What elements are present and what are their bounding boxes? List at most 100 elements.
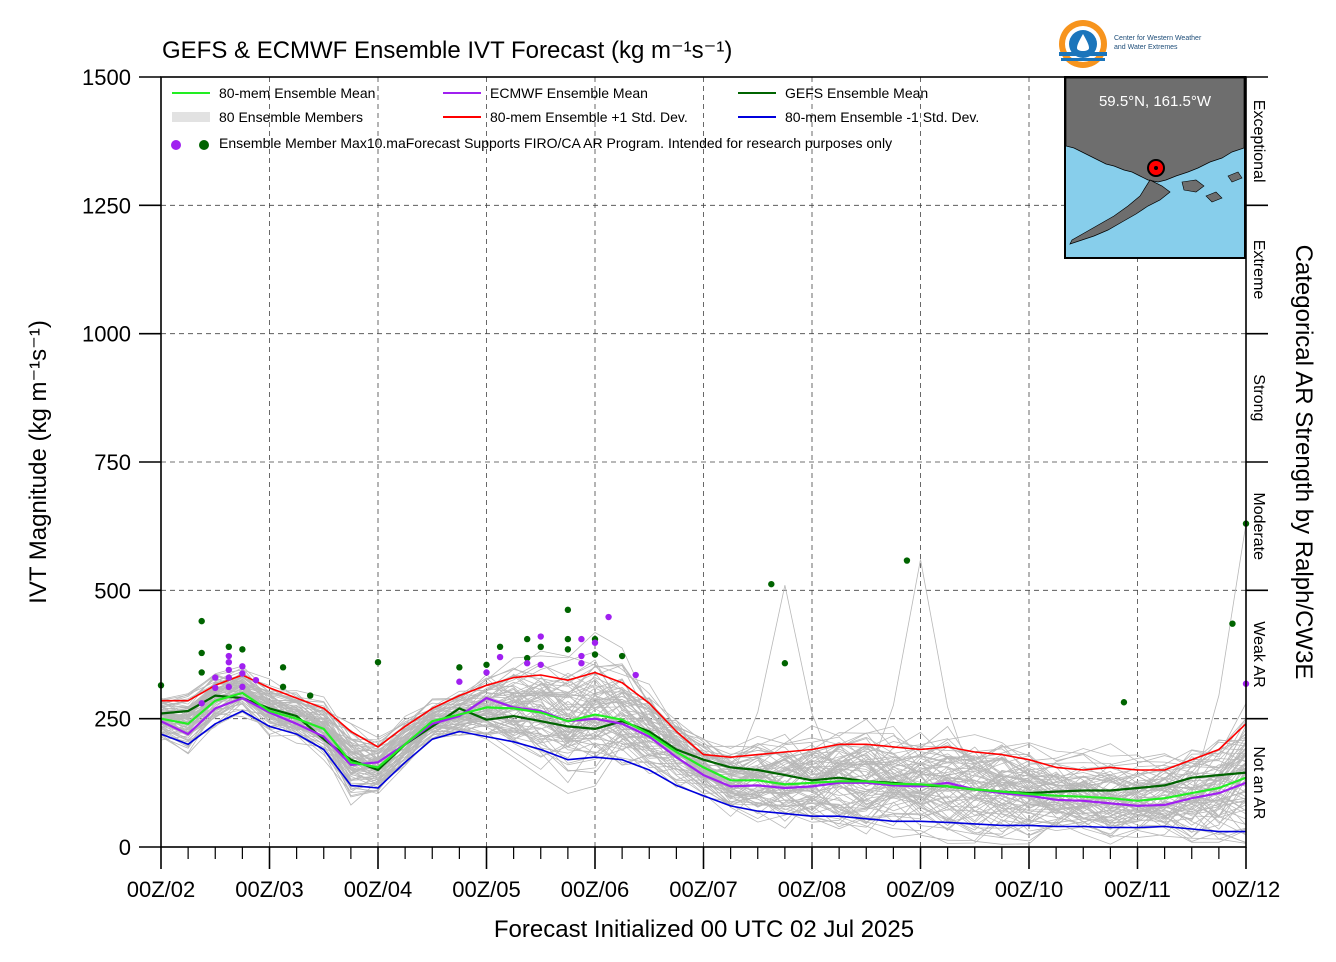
member-max-label: Ensemble Member Max xyxy=(219,135,367,151)
member-max-dot xyxy=(903,557,911,564)
member-max-dot xyxy=(252,676,260,684)
x-axis-title: Forecast Initialized 00 UTC 02 Jul 2025 xyxy=(494,916,914,943)
member-max-dot xyxy=(523,660,531,667)
y-tick-label: 250 xyxy=(94,707,131,732)
ar-category-axis: Not an AR Weak AR Moderate Strong Extreme Exc… xyxy=(1246,76,1268,819)
x-tick-label: 00Z/11 xyxy=(1104,877,1171,902)
legend-swatch-members xyxy=(172,112,210,122)
legend-label-members: 80 Ensemble Members xyxy=(219,109,363,125)
member-max-dot xyxy=(537,633,544,640)
member-max-dot xyxy=(483,661,490,668)
legend-label-gefs-mean: GEFS Ensemble Mean xyxy=(785,85,928,101)
legend-label-member-max: Ensemble Member Max10.maForecast Support… xyxy=(219,135,892,151)
x-tick-label: 00Z/04 xyxy=(344,877,413,902)
member-max-dot xyxy=(523,635,531,643)
x-tick-label: 00Z/02 xyxy=(127,877,196,902)
y-tick-label: 1250 xyxy=(82,193,131,218)
ensemble-member-line xyxy=(160,679,1247,781)
member-max-dot xyxy=(456,664,463,671)
member-max-dot xyxy=(591,639,599,646)
series-line-80-mem-ensemble-1-std-dev- xyxy=(160,710,1246,833)
inset-map-label: 59.5°N, 161.5°W xyxy=(1099,93,1212,110)
member-max-dot xyxy=(632,671,639,679)
x-tick-label: 00Z/12 xyxy=(1212,877,1281,902)
right-axis-title: Categorical AR Strength by Ralph/CW3E xyxy=(1290,245,1317,680)
member-max-dot xyxy=(198,669,205,676)
member-max-dot xyxy=(768,580,775,588)
y-tick-label: 750 xyxy=(94,450,131,475)
inset-map-land xyxy=(1065,77,1245,183)
category-label: Exceptional xyxy=(1250,100,1267,183)
x-tick-label: 00Z/10 xyxy=(995,877,1064,902)
member-max-dot xyxy=(456,678,463,685)
member-max-dot xyxy=(212,674,219,681)
member-max-dot xyxy=(564,646,572,653)
member-max-dot xyxy=(306,692,314,699)
y-tick-label: 1000 xyxy=(82,322,131,347)
series-line-ecmwf-ensemble-mean xyxy=(160,696,1247,808)
x-tick-label: 00Z/07 xyxy=(669,877,738,902)
member-max-dot xyxy=(578,660,585,667)
member-max-dot xyxy=(212,684,219,692)
category-label: Not an AR xyxy=(1250,746,1267,819)
series-lines xyxy=(160,671,1247,833)
y-axis: 0 250 500 750 1000 1250 1500 xyxy=(82,65,161,860)
ensemble-member-line xyxy=(160,667,1247,816)
member-max-dot xyxy=(225,643,233,650)
member-max-dot xyxy=(537,643,544,650)
member-max-dots xyxy=(157,520,1250,707)
disclaimer-note: 10.maForecast Supports FIRO/CA AR Progra… xyxy=(367,135,892,151)
member-max-dot xyxy=(239,683,246,691)
cw3e-logo: Center for Western Weather and Water Ext… xyxy=(1059,20,1202,68)
member-max-dot xyxy=(564,635,572,643)
category-label: Weak AR xyxy=(1250,621,1267,687)
category-label: Moderate xyxy=(1250,492,1267,560)
member-max-dot xyxy=(225,674,233,681)
legend: 80-mem Ensemble Mean ECMWF Ensemble Mean… xyxy=(171,85,979,151)
logo-line2: and Water Extremes xyxy=(1114,44,1178,51)
x-tick-label: 00Z/06 xyxy=(561,877,630,902)
ensemble-member-line xyxy=(160,677,1247,822)
member-max-dot xyxy=(198,617,205,625)
member-max-dot xyxy=(591,651,599,658)
legend-label-plus-std: 80-mem Ensemble +1 Std. Dev. xyxy=(490,109,688,125)
x-tick-label: 00Z/05 xyxy=(452,877,521,902)
member-max-dot xyxy=(279,664,287,671)
member-max-dot xyxy=(1229,620,1236,627)
member-max-dot xyxy=(198,649,205,657)
member-max-dot xyxy=(578,652,585,660)
inset-map: 59.5°N, 161.5°W xyxy=(1064,76,1246,259)
ensemble-member-line xyxy=(160,668,1247,803)
member-max-dot xyxy=(496,643,504,650)
legend-label-ecmwf-mean: ECMWF Ensemble Mean xyxy=(490,85,648,101)
ensemble-member-line xyxy=(160,678,1247,822)
member-max-dot xyxy=(483,669,490,676)
member-max-dot xyxy=(225,659,233,666)
member-max-dot xyxy=(564,606,572,614)
member-max-dot xyxy=(239,663,246,670)
chart-title: GEFS & ECMWF Ensemble IVT Forecast (kg m… xyxy=(162,37,732,64)
legend-label-minus-std: 80-mem Ensemble -1 Std. Dev. xyxy=(785,109,979,125)
category-label: Extreme xyxy=(1250,240,1267,300)
member-max-dot xyxy=(225,683,233,691)
x-tick-label: 00Z/08 xyxy=(778,877,847,902)
category-label: Strong xyxy=(1250,374,1267,421)
member-max-dot xyxy=(279,683,287,691)
legend-dot-gefs xyxy=(199,140,209,150)
member-max-dot xyxy=(374,659,382,666)
ensemble-member-line xyxy=(160,665,1247,807)
member-max-dot xyxy=(578,635,585,643)
ensemble-member-line xyxy=(160,689,1247,810)
y-tick-label: 0 xyxy=(119,835,131,860)
ensemble-member-line xyxy=(160,694,1247,832)
y-tick-label: 500 xyxy=(94,578,131,603)
y-tick-label: 1500 xyxy=(82,65,131,90)
member-max-dot xyxy=(1120,699,1128,706)
legend-dot-ecmwf xyxy=(171,140,181,150)
ensemble-member-line xyxy=(160,651,1247,818)
member-max-dot xyxy=(537,661,544,668)
member-max-dot xyxy=(523,654,531,662)
series-line-80-mem-ensemble-1-std-dev- xyxy=(161,671,1247,771)
member-max-dot xyxy=(198,700,205,707)
